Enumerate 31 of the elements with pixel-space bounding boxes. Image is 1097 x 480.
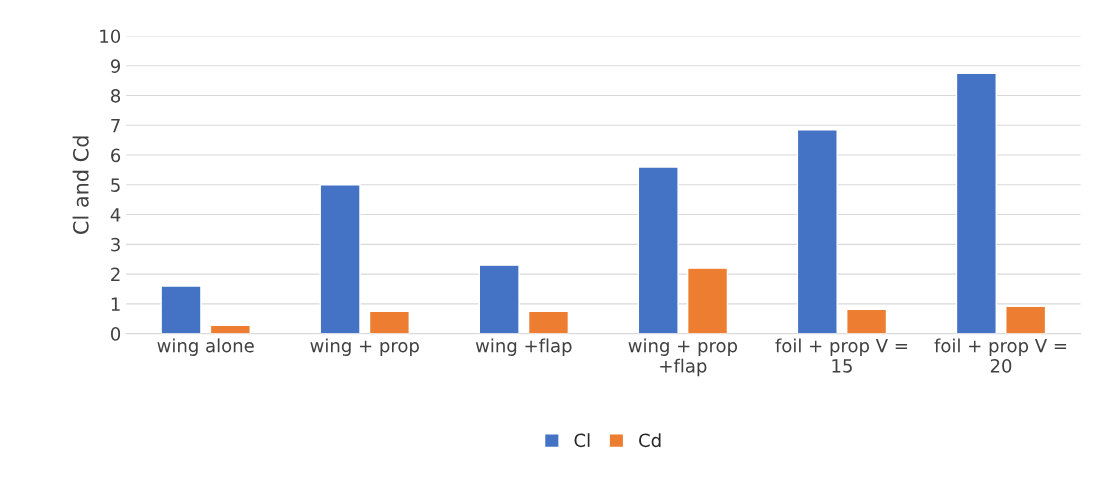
bar — [319, 184, 361, 334]
y-tick-label: 0 — [111, 327, 121, 341]
x-tick-label: foil + prop V = 15 — [775, 338, 908, 373]
bar — [1005, 305, 1047, 334]
bar — [637, 166, 679, 334]
y-axis-title: Cl and Cd — [72, 136, 89, 234]
y-tick-label: 6 — [111, 148, 121, 163]
y-tick-label: 5 — [111, 178, 120, 192]
bar — [846, 308, 888, 334]
legend-label: Cl — [574, 433, 590, 448]
bar — [160, 285, 202, 334]
x-tick-label: foil + prop V = 20 — [934, 338, 1067, 373]
y-tick-label: 2 — [111, 267, 120, 281]
legend-label: Cd — [639, 433, 661, 448]
bar — [955, 72, 997, 334]
y-tick-label: 10 — [100, 29, 121, 44]
x-tick-label: wing + prop — [310, 338, 419, 356]
y-tick-label: 4 — [110, 208, 121, 222]
bar — [796, 129, 838, 334]
x-tick-label: wing alone — [157, 338, 254, 356]
bar — [478, 264, 520, 334]
y-tick-label: 9 — [110, 59, 121, 73]
y-tick-label: 7 — [111, 118, 120, 133]
y-tick-label: 3 — [111, 237, 120, 252]
bar — [527, 310, 570, 334]
x-tick-label: wing + prop +flap — [628, 338, 738, 377]
y-tick-label: 1 — [111, 297, 120, 311]
x-tick-label: wing +flap — [475, 338, 572, 356]
bar — [686, 267, 729, 334]
y-tick-label: 8 — [111, 88, 121, 103]
bar — [368, 310, 410, 334]
